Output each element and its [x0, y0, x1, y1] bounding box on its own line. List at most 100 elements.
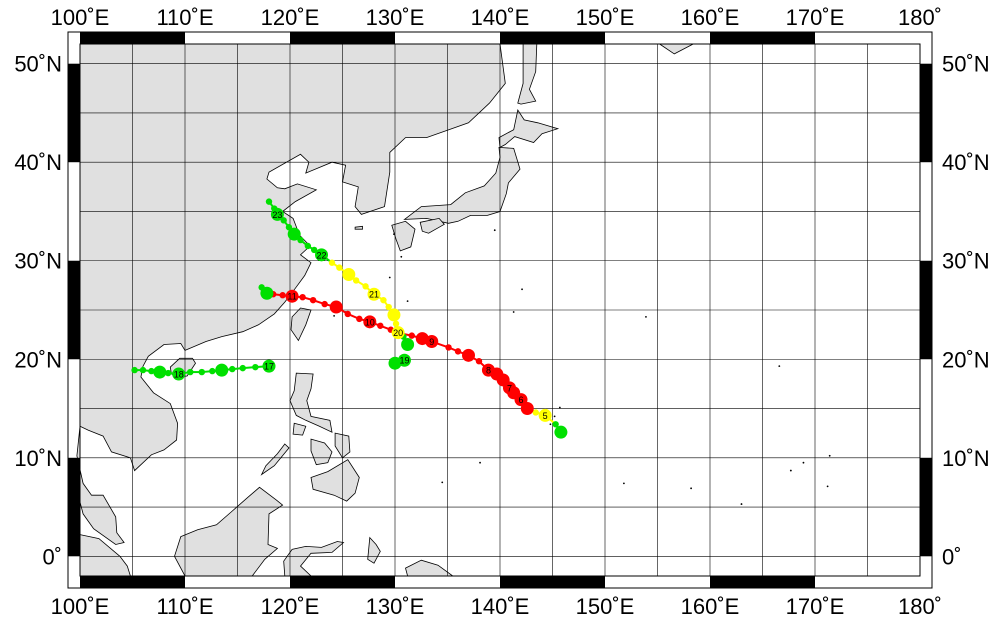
- frame-band-bottom-140: [500, 576, 605, 588]
- bottom-longitude-labels: 100˚E 110˚E 120˚E 130˚E 140˚E 150˚E 160˚E 170˚E…: [51, 594, 942, 619]
- day-label-7: 7: [507, 383, 512, 393]
- sulawesi-island: [283, 541, 345, 577]
- track-0-point-16: [415, 332, 429, 346]
- islet-24: [406, 300, 409, 303]
- frame-band-right-20: [920, 260, 932, 360]
- track-0-point-3: [532, 409, 539, 416]
- top-labels-1: 110˚E: [156, 5, 213, 30]
- track-1-point-15: [304, 242, 312, 250]
- bottom-labels-3: 130˚E: [366, 594, 425, 619]
- right-labels-1: 40˚N: [942, 150, 990, 175]
- frame-band-left-20: [68, 260, 80, 360]
- islet-7: [558, 406, 561, 409]
- track-1: 20 21 22 23: [265, 198, 415, 351]
- frame-band-bottom-120: [290, 576, 395, 588]
- islet-20: [645, 315, 647, 318]
- islet-3: [400, 255, 403, 258]
- islet-4: [493, 229, 496, 232]
- left-labels-3: 20˚N: [14, 347, 62, 372]
- kyushu-island: [391, 220, 416, 252]
- day-label-22: 22: [316, 250, 326, 260]
- bottom-labels-0: 100˚E: [51, 594, 110, 619]
- day-label-21: 21: [369, 290, 379, 300]
- track-1-point-14: [310, 246, 318, 254]
- track-0-point-2: [538, 408, 552, 422]
- left-labels-4: 10˚N: [14, 446, 62, 471]
- track-3-point-0: [262, 359, 276, 373]
- islet-2: [388, 276, 391, 279]
- new-guinea-island: [405, 559, 455, 577]
- frame-band-left-0: [68, 457, 80, 557]
- right-labels-2: 30˚N: [942, 249, 990, 274]
- track-0-point-12: [462, 348, 475, 362]
- map-frame: [67, 31, 933, 589]
- top-labels-2: 120˚E: [261, 5, 320, 30]
- right-labels-0: 50˚N: [942, 52, 990, 77]
- right-latitude-labels: 50˚N 40˚N 30˚N 20˚N 10˚N 0˚: [942, 52, 990, 570]
- track-1-point-10: [342, 268, 356, 282]
- top-labels-0: 100˚E: [51, 5, 110, 30]
- shikoku-island: [419, 217, 445, 234]
- graticule-grid: [79, 44, 921, 576]
- top-labels-4: 140˚E: [471, 5, 530, 30]
- frame-band-top-120: [290, 32, 395, 44]
- track-1-point-12: [328, 259, 336, 266]
- track-3-point-6: [198, 368, 205, 376]
- right-labels-3: 20˚N: [942, 347, 990, 372]
- day-label-9: 9: [429, 337, 434, 347]
- top-labels-7: 170˚E: [786, 5, 845, 30]
- land-masses: [76, 43, 831, 577]
- track-0-point-31: [260, 286, 274, 300]
- day-label-8: 8: [486, 366, 491, 376]
- islet-8: [553, 415, 556, 418]
- frame-band-bottom-100: [80, 576, 185, 588]
- day-label-6: 6: [518, 395, 523, 405]
- track-3-point-8: [172, 367, 186, 381]
- track-0-point-29: [279, 292, 286, 299]
- honshu-island: [403, 146, 521, 224]
- track-1-point-4: [387, 308, 401, 322]
- track-0-point-1: [552, 421, 559, 428]
- islet-0: [333, 315, 335, 317]
- track-1-point-8: [362, 283, 369, 290]
- track-0-point-21: [363, 315, 377, 329]
- track-3-point-9: [165, 369, 172, 377]
- islet-14: [740, 503, 743, 505]
- track-1-point-9: [352, 277, 360, 284]
- islet-19: [778, 365, 781, 368]
- bottom-labels-5: 150˚E: [576, 594, 635, 619]
- halmahera-island: [367, 536, 381, 564]
- palawan-island: [260, 443, 290, 476]
- bottom-labels-4: 140˚E: [471, 594, 530, 619]
- track-1-point-21: [271, 205, 278, 212]
- track-1-point-13: [315, 248, 328, 262]
- track-3-point-2: [239, 364, 246, 372]
- track-3-point-12: [139, 366, 147, 374]
- left-labels-5: 0˚: [42, 544, 62, 569]
- day-label-17: 17: [264, 362, 274, 372]
- sakhalin-island: [517, 43, 538, 105]
- islet-18: [828, 454, 831, 457]
- day-label-18: 18: [174, 370, 184, 380]
- track-2-point-1: [388, 356, 402, 370]
- track-1-point-18: [285, 224, 293, 231]
- track-0-point-14: [445, 344, 452, 351]
- track-0-point-11: [475, 358, 483, 365]
- track-2: 19: [388, 353, 411, 370]
- track-1-point-0: [401, 337, 415, 351]
- frame-band-top-100: [80, 32, 185, 44]
- track-0-point-17: [408, 332, 415, 339]
- track-0-point-25: [321, 300, 328, 308]
- malay-peninsula: [76, 426, 125, 545]
- track-0-point-22: [356, 315, 363, 323]
- day-label-19: 19: [399, 356, 409, 366]
- bottom-labels-2: 120˚E: [261, 594, 320, 619]
- islet-13: [690, 487, 692, 490]
- top-labels-8: 180˚: [898, 5, 942, 30]
- asian-mainland: [79, 43, 506, 472]
- track-0-point-20: [377, 322, 384, 329]
- track-1-point-2: [391, 326, 405, 340]
- top-longitude-labels: 100˚E 110˚E 120˚E 130˚E 140˚E 150˚E 160˚E 170˚E…: [51, 5, 942, 30]
